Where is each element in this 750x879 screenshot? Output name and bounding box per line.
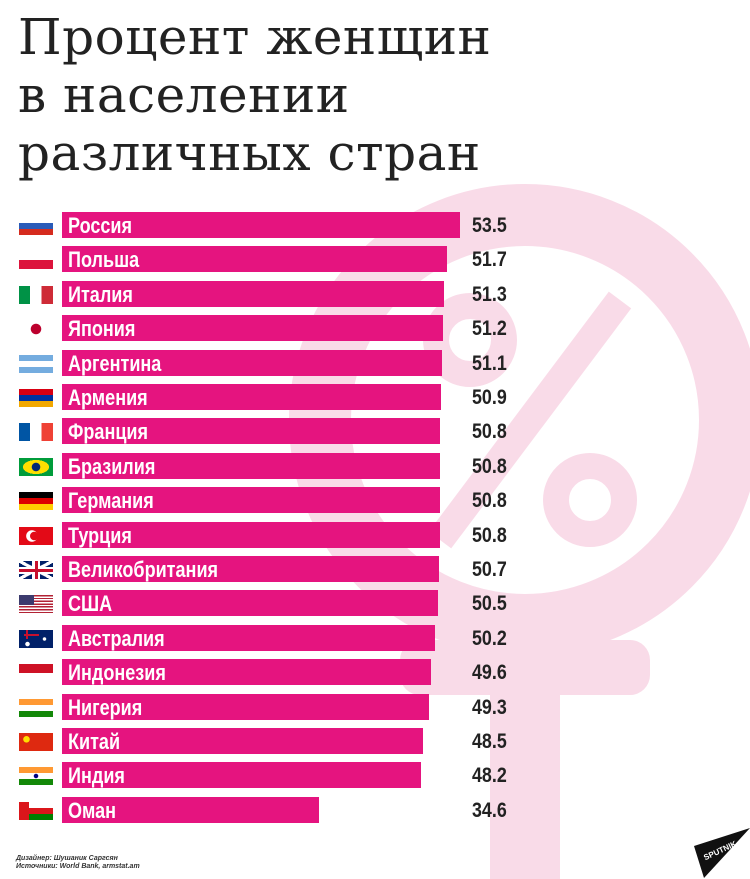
bar [62,796,320,823]
value-label: 53.5 [472,214,507,237]
bar-row: Великобритания 50.7 [0,556,750,582]
bar [62,384,441,410]
bar [62,280,444,307]
value-label: 50.7 [472,558,507,581]
category-label: Россия [68,213,133,238]
value-label: 50.8 [472,523,507,547]
value-label: 51.3 [472,282,507,306]
bar-row: Германия 50.8 [0,487,750,514]
value-label: 48.5 [472,730,507,753]
australia-flag-icon [19,629,53,648]
title-line: Процент женщин [18,8,492,66]
nigeria-flag-icon [19,698,53,717]
sources-credit: Источники: World Bank, armstat.am [16,863,140,870]
title-line: в населении [18,66,350,124]
chart-title: Процент женщин в населении различных стр… [18,8,491,182]
category-label: Оман [68,797,117,823]
bar-row: Польша 51.7 [0,246,750,273]
category-label: Франция [68,419,149,445]
value-label: 50.5 [472,592,507,616]
bar [62,659,431,686]
india-flag-icon [19,767,53,786]
category-label: Австралия [68,625,165,651]
bar [62,556,440,582]
bar-row: Италия 51.3 [0,280,750,307]
value-label: 51.1 [472,351,507,375]
germany-flag-icon [19,492,53,511]
bar-row: Австралия 50.2 [0,624,750,651]
category-label: Индия [68,763,125,789]
category-label: Польша [68,247,140,273]
bar [62,418,440,445]
bar-row: США 50.5 [0,590,750,617]
category-label: Армения [68,385,148,410]
value-label: 50.9 [472,386,507,409]
bar-row: Индонезия 49.6 [0,659,750,686]
category-label: Турция [68,522,132,548]
bar-row: Япония 51.2 [0,315,750,342]
bar [62,349,443,376]
bar [62,315,443,342]
value-label: 50.8 [472,489,507,513]
bar [62,246,447,273]
indonesia-flag-icon [19,664,53,683]
bar [62,590,438,617]
value-label: 49.6 [472,661,507,685]
bar [62,728,423,754]
bar-row: Оман 34.6 [0,796,750,823]
poland-flag-icon [19,251,53,270]
bar-row: Индия 48.2 [0,762,750,789]
bar [62,693,429,720]
category-label: США [68,591,113,617]
category-label: Индонезия [68,660,166,686]
bar-row: Армения 50.9 [0,384,750,410]
category-label: Бразилия [68,453,156,479]
russia-flag-icon [19,217,53,235]
category-label: Италия [68,281,133,307]
italy-flag-icon [19,285,53,304]
uk-flag-icon [19,561,53,579]
bar [62,487,440,514]
category-label: Нигерия [68,694,143,720]
oman-flag-icon [19,801,53,820]
bar-row: Турция 50.8 [0,521,750,548]
value-label: 51.7 [472,248,507,272]
bar-row: Нигерия 49.3 [0,693,750,720]
bar-row: Китай 48.5 [0,728,750,754]
bar [62,624,436,651]
japan-flag-icon [19,320,53,339]
bar [62,212,460,238]
value-label: 50.8 [472,454,507,478]
value-label: 50.8 [472,420,507,444]
category-label: Великобритания [68,557,219,582]
argentina-flag-icon [19,354,53,373]
credits: Дизайнер: Шушаник Саргсян Источники: Wor… [16,855,140,871]
category-label: Китай [68,729,121,754]
bar-row: Аргентина 51.1 [0,349,750,376]
value-label: 49.3 [472,695,507,719]
value-label: 34.6 [472,798,507,822]
bar-row: Франция 50.8 [0,418,750,445]
category-label: Германия [68,488,154,514]
bar [62,452,440,479]
armenia-flag-icon [19,389,53,407]
value-label: 48.2 [472,764,507,788]
brazil-flag-icon [19,457,53,476]
title-line: различных стран [18,124,481,182]
category-label: Аргентина [68,350,162,376]
value-label: 50.2 [472,626,507,650]
designer-credit: Дизайнер: Шушаник Саргсян [16,855,118,862]
sputnik-logo-icon: SPUTNIK [694,828,750,878]
usa-flag-icon [19,595,53,614]
turkey-flag-icon [19,526,53,545]
france-flag-icon [19,423,53,442]
bar-row: Россия 53.5 [0,212,750,238]
bar [62,521,440,548]
category-label: Япония [68,316,136,342]
value-label: 51.2 [472,317,507,341]
bar-row: Бразилия 50.8 [0,452,750,479]
china-flag-icon [19,733,53,751]
bar [62,762,421,789]
